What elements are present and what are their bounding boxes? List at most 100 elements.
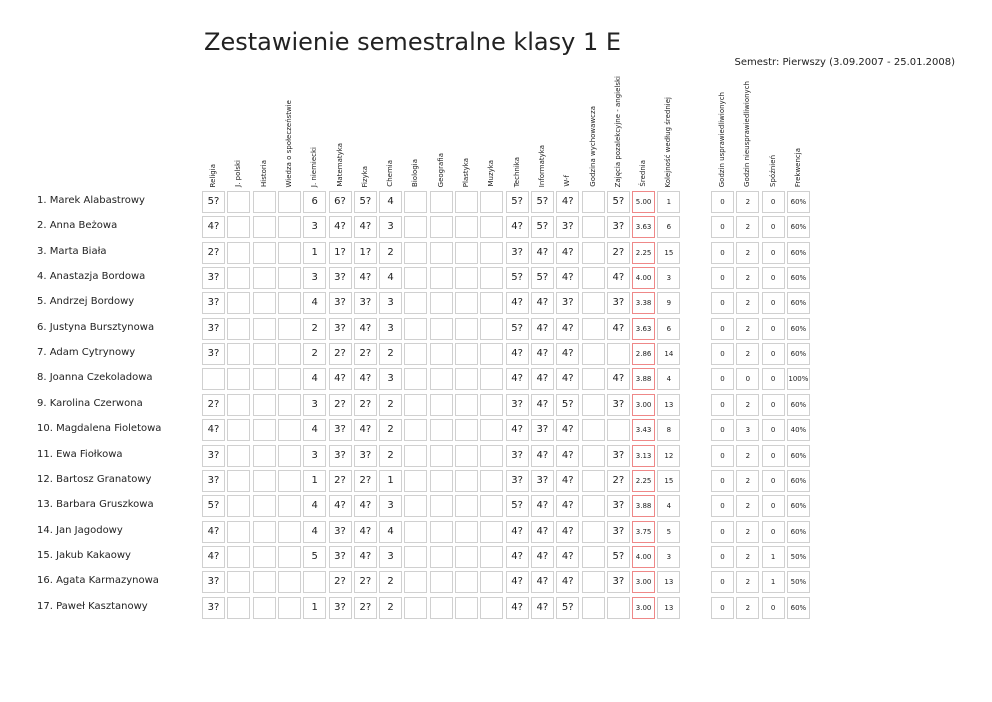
attendance-cell: 0 (711, 545, 734, 568)
grade-cell (277, 444, 301, 467)
grade-cell (227, 545, 251, 568)
attendance-cell: 60% (786, 596, 810, 619)
grade-cell (480, 469, 504, 492)
grade-cell: 2 (379, 343, 403, 366)
grade-cell (480, 191, 504, 213)
column-header: Kolejność według średniej (664, 96, 673, 187)
grade-cell: 3? (202, 571, 225, 594)
grade-cell: 1 (303, 241, 327, 264)
grade-cell: 5? (202, 191, 225, 213)
grade-cell (404, 495, 428, 518)
grade-cell (455, 343, 478, 366)
grade-cell: 3? (606, 216, 630, 239)
grade-cell (581, 241, 605, 264)
attendance-cell: 0 (761, 596, 785, 619)
grade-cell: 3? (530, 419, 554, 442)
grade-cell: 2? (328, 343, 352, 366)
grade-cell: 4? (530, 520, 554, 543)
grade-cell (480, 545, 504, 568)
grade-cell (455, 596, 478, 619)
grade-cell: 4? (202, 216, 225, 239)
grade-cell: 3? (505, 393, 529, 416)
attendance-cell: 2 (736, 520, 760, 543)
column-header: Historia (259, 160, 268, 187)
grade-cell: 5 (303, 545, 327, 568)
grade-cell (227, 469, 251, 492)
grade-cell: 4? (202, 545, 225, 568)
attendance-cell: 0 (736, 368, 760, 391)
grade-cell (227, 393, 251, 416)
grade-cell (252, 596, 276, 619)
grade-cell: 2? (353, 571, 377, 594)
grade-cell (581, 596, 605, 619)
grade-cell (581, 292, 605, 315)
grade-cell: 4? (353, 545, 377, 568)
grade-cell: 3? (353, 444, 377, 467)
grade-cell: 2 (303, 317, 327, 340)
average-cell: 2.25 (632, 241, 656, 264)
grade-cell (455, 495, 478, 518)
semester: Semestr: Pierwszy (3.09.2007 - 25.01.200… (734, 57, 955, 68)
grade-cell: 4? (353, 419, 377, 442)
student-name: 7. Adam Cytrynowy (37, 347, 136, 359)
average-cell: 3.00 (632, 571, 656, 594)
grade-cell: 3? (328, 444, 352, 467)
student-name: 9. Karolina Czerwona (37, 397, 143, 409)
grade-cell: 3? (606, 393, 630, 416)
grade-cell: 3 (379, 368, 403, 391)
attendance-cell: 2 (736, 292, 760, 315)
grade-cell: 2 (379, 444, 403, 467)
grade-cell (455, 571, 478, 594)
grade-cell: 4? (556, 495, 580, 518)
grade-cell (606, 419, 630, 442)
grade-cell (480, 444, 504, 467)
grade-cell (480, 419, 504, 442)
grade-cell (404, 317, 428, 340)
attendance-cell: 60% (786, 393, 810, 416)
grade-cell: 4? (353, 317, 377, 340)
attendance-cell: 2 (736, 241, 760, 264)
column-header: Biologia (411, 159, 420, 187)
attendance-cell: 0 (711, 267, 734, 290)
grade-cell (227, 317, 251, 340)
grade-cell: 3? (202, 292, 225, 315)
grade-cell (277, 216, 301, 239)
attendance-cell: 0 (711, 343, 734, 366)
attendance-cell: 60% (786, 444, 810, 467)
grade-cell (227, 419, 251, 442)
grade-cell: 4? (556, 545, 580, 568)
grade-cell (252, 317, 276, 340)
grade-cell (404, 571, 428, 594)
grade-cell (480, 241, 504, 264)
grade-cell: 4? (353, 495, 377, 518)
grade-cell: 4? (556, 241, 580, 264)
grade-cell: 2? (328, 571, 352, 594)
grade-cell (480, 292, 504, 315)
attendance-cell: 2 (736, 267, 760, 290)
grade-cell: 4? (530, 596, 554, 619)
grade-cell (480, 368, 504, 391)
attendance-cell: 2 (736, 469, 760, 492)
grade-cell (404, 368, 428, 391)
grade-cell: 3? (328, 419, 352, 442)
grade-cell: 4? (530, 317, 554, 340)
grade-cell (404, 191, 428, 213)
grade-cell: 2? (353, 393, 377, 416)
grade-cell: 3 (379, 216, 403, 239)
grade-cell (252, 545, 276, 568)
grade-cell (455, 520, 478, 543)
grade-cell: 3? (353, 292, 377, 315)
grade-cell (404, 343, 428, 366)
grade-cell (277, 393, 301, 416)
grade-cell: 5? (556, 393, 580, 416)
grade-cell: 4 (303, 368, 327, 391)
grade-cell: 3 (379, 545, 403, 568)
attendance-cell: 2 (736, 216, 760, 239)
student-name: 4. Anastazja Bordowa (37, 271, 146, 283)
grade-cell: 3? (530, 469, 554, 492)
attendance-cell: 0 (711, 571, 734, 594)
attendance-cell: 0 (761, 469, 785, 492)
attendance-cell: 0 (711, 241, 734, 264)
grade-cell: 2? (202, 393, 225, 416)
student-name: 12. Bartosz Granatowy (37, 473, 152, 485)
